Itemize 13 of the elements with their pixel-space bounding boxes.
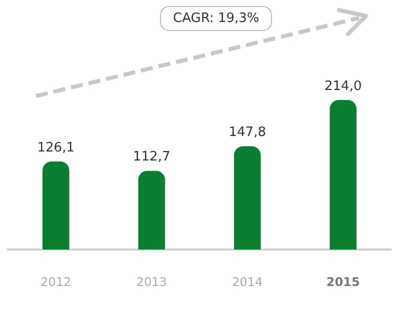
bar bbox=[138, 170, 166, 250]
bar bbox=[234, 146, 261, 250]
text: CAGR: 19,3% bbox=[160, 6, 272, 31]
x-tick-label: 2014 bbox=[232, 274, 263, 289]
data-label: 112,7 bbox=[133, 150, 170, 165]
x-tick-label: 2012 bbox=[40, 274, 72, 289]
bar bbox=[42, 161, 70, 250]
x-tick-label: 2015 bbox=[326, 274, 360, 289]
data-label: 214,0 bbox=[324, 78, 362, 94]
data-label: 147,8 bbox=[228, 125, 266, 140]
data-label: 126,1 bbox=[37, 140, 74, 156]
bar bbox=[330, 100, 357, 250]
x-tick-label: 2013 bbox=[136, 274, 167, 289]
